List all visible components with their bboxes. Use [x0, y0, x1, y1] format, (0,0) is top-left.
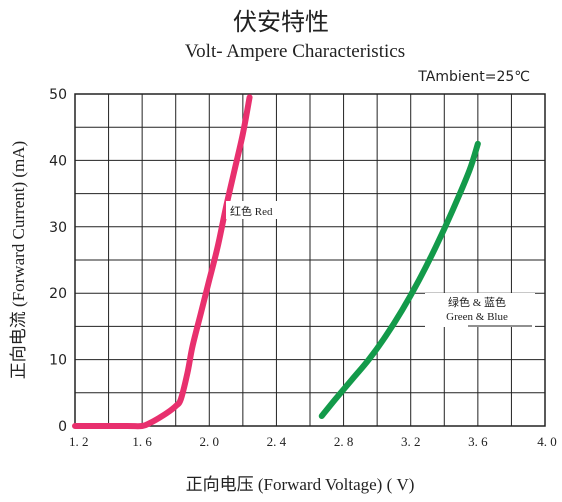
y-tick-labels: 0 10 20 30 40 50: [49, 87, 67, 435]
green-blue-series-line: [318, 140, 481, 420]
y-tick-label: 20: [49, 286, 67, 302]
series-lines: [72, 94, 481, 430]
y-tick-label: 0: [58, 419, 67, 435]
green-label-background: [425, 293, 535, 327]
grid-lines: [75, 94, 545, 426]
x-tick-label: 1. 2: [69, 434, 89, 449]
red-label-background: [226, 201, 284, 219]
chart-subtitle: Volt- Ampere Characteristics: [185, 41, 405, 62]
x-tick-label: 1. 6: [132, 434, 152, 449]
chart-title: 伏安特性: [233, 9, 329, 36]
red-series-line: [72, 94, 253, 430]
green-series-label-cn: 绿色 & 蓝色: [448, 295, 506, 309]
y-tick-label: 10: [49, 353, 67, 369]
x-tick-label: 3. 6: [468, 434, 488, 449]
x-tick-label: 2. 8: [334, 434, 354, 449]
x-tick-labels: 1. 2 1. 6 2. 0 2. 4 2. 8 3. 2 3. 6 4. 0: [69, 434, 557, 449]
x-tick-label: 3. 2: [401, 434, 421, 449]
x-tick-label: 2. 0: [200, 434, 220, 449]
y-tick-label: 40: [49, 153, 67, 169]
x-axis-label: 正向电压 (Forward Voltage) ( V): [186, 475, 415, 494]
red-series-label: 红色 Red: [230, 204, 273, 218]
ambient-condition: TAmbient=25℃: [417, 69, 530, 85]
x-tick-label: 4. 0: [537, 434, 557, 449]
y-axis-label: 正向电流 (Forward Current) (mA): [9, 141, 28, 379]
x-tick-label: 2. 4: [267, 434, 287, 449]
y-tick-label: 30: [49, 220, 67, 236]
y-tick-label: 50: [49, 87, 67, 103]
green-series-label-en: Green & Blue: [446, 311, 508, 323]
